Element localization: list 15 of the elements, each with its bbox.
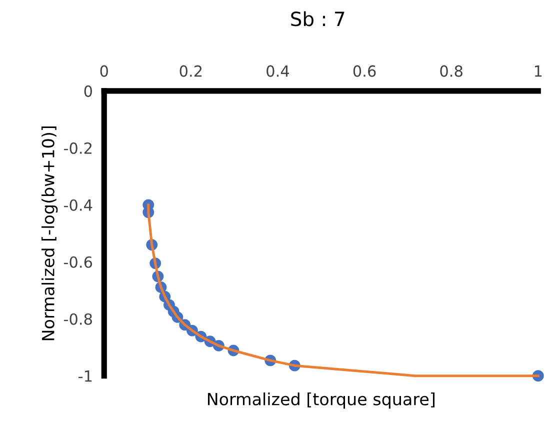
x-tick-label: 0.6 <box>353 65 376 77</box>
y-tick-label: -0.4 <box>64 199 92 211</box>
y-tick-label: -0.6 <box>64 256 92 268</box>
y-tick-label: -1 <box>78 370 92 382</box>
y-axis-title: Normalized [-log(bw+10)] <box>42 126 58 340</box>
x-axis-title: Normalized [torque square] <box>208 392 434 409</box>
x-tick-label: 0 <box>100 65 108 77</box>
x-tick-label: 1 <box>534 66 542 77</box>
x-tick-label: 0.2 <box>180 65 202 77</box>
x-tick-label: 0.8 <box>440 65 462 77</box>
y-tick-label: -0.8 <box>64 313 92 325</box>
chart-title: Sb : 7 <box>291 11 344 26</box>
x-tick-label: 0.4 <box>266 65 290 77</box>
y-tick-label: 0 <box>84 85 92 97</box>
y-tick-label: -0.2 <box>64 142 92 154</box>
